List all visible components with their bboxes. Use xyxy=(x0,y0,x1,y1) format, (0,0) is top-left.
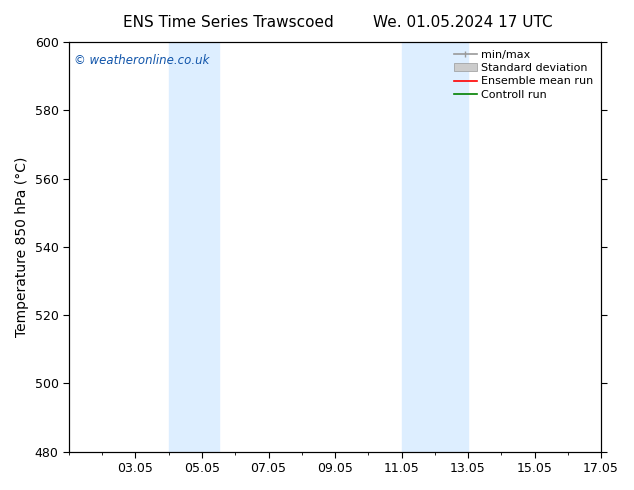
Text: We. 01.05.2024 17 UTC: We. 01.05.2024 17 UTC xyxy=(373,15,553,30)
Text: ENS Time Series Trawscoed: ENS Time Series Trawscoed xyxy=(123,15,333,30)
Y-axis label: Temperature 850 hPa (°C): Temperature 850 hPa (°C) xyxy=(15,157,29,337)
Bar xyxy=(169,42,219,452)
Bar xyxy=(401,42,468,452)
Text: © weatheronline.co.uk: © weatheronline.co.uk xyxy=(74,54,210,67)
Legend: min/max, Standard deviation, Ensemble mean run, Controll run: min/max, Standard deviation, Ensemble me… xyxy=(452,48,595,102)
